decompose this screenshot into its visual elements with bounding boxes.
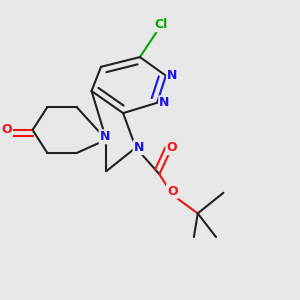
Text: N: N xyxy=(167,69,178,82)
Text: N: N xyxy=(159,96,170,109)
Text: O: O xyxy=(1,123,12,136)
Text: N: N xyxy=(134,141,144,154)
Text: O: O xyxy=(167,141,177,154)
Text: N: N xyxy=(100,130,110,143)
Text: Cl: Cl xyxy=(155,18,168,31)
Text: O: O xyxy=(167,185,178,198)
